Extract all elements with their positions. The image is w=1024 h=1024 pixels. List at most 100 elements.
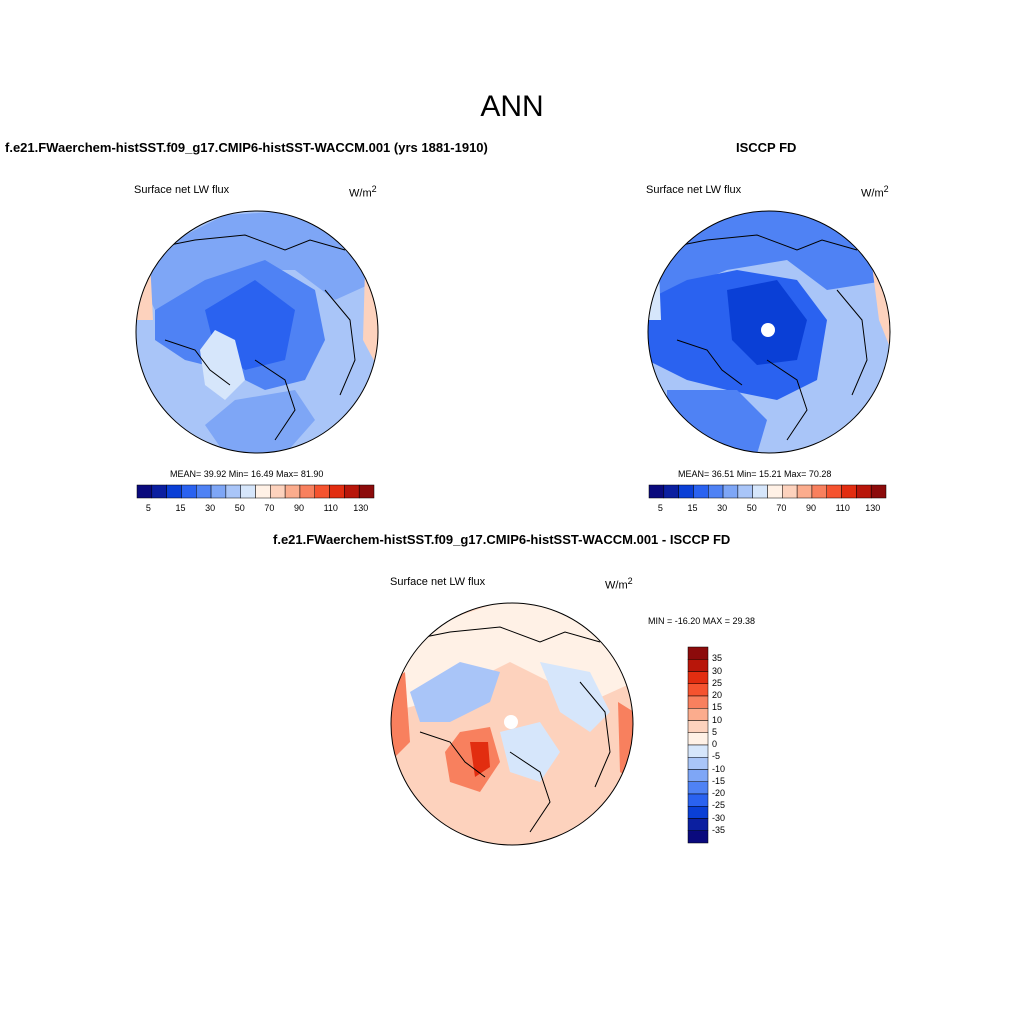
- colorbar-swatch: [687, 769, 709, 782]
- colorbar-tick-label: 15: [687, 503, 698, 513]
- coastline: [656, 234, 868, 441]
- colorbar-swatch: [225, 484, 241, 499]
- diff-colorbar: [687, 646, 709, 844]
- map-region-europe: [205, 390, 315, 453]
- colorbar-swatch: [240, 484, 256, 499]
- map-region-blue: [136, 211, 378, 310]
- colorbar-tick-label: 90: [293, 503, 304, 513]
- colorbar-tick-label: 20: [712, 690, 723, 700]
- colorbar-swatch: [299, 484, 315, 499]
- colorbar-swatch: [687, 793, 709, 807]
- obs-stats: MEAN= 36.51 Min= 15.21 Max= 70.28: [678, 469, 832, 479]
- map-border: [390, 602, 634, 846]
- colorbar-swatch: [166, 484, 182, 499]
- main-title: ANN: [480, 90, 544, 123]
- colorbar-tick-label: -30: [712, 812, 726, 823]
- colorbar-tick-label: 30: [205, 503, 216, 513]
- colorbar-swatch: [344, 484, 360, 499]
- colorbar-swatch: [722, 484, 739, 499]
- obs-panel-title: ISCCP FD: [736, 140, 797, 155]
- colorbar-swatch: [796, 484, 813, 499]
- colorbar-swatch: [329, 484, 345, 499]
- obs-polar-map: [647, 210, 891, 454]
- colorbar-swatch: [687, 744, 709, 758]
- map-region-slight-negative-2: [500, 722, 560, 782]
- colorbar-swatch: [870, 484, 887, 499]
- colorbar-tick-label: 35: [712, 653, 723, 664]
- colorbar-swatch: [687, 671, 709, 684]
- model-variable-label: Surface net LW flux: [134, 184, 230, 196]
- model-colorbar: [136, 484, 375, 499]
- colorbar-swatch: [151, 484, 167, 499]
- colorbar-swatch: [687, 806, 709, 819]
- map-border: [647, 210, 891, 454]
- diff-variable-label: Surface net LW flux: [390, 576, 486, 588]
- model-panel-title: f.e21.FWaerchem-histSST.f09_g17.CMIP6-hi…: [5, 140, 488, 155]
- colorbar-tick-label: 50: [234, 503, 245, 513]
- colorbar-tick-label: -25: [712, 800, 726, 811]
- colorbar-tick-label: 10: [712, 714, 723, 725]
- obs-units-label: W/m2: [861, 184, 889, 200]
- colorbar-tick-label: 130: [865, 503, 881, 513]
- colorbar-swatch: [284, 484, 301, 499]
- coastline: [144, 234, 356, 441]
- colorbar-swatch: [687, 732, 709, 746]
- colorbar-swatch: [210, 484, 227, 499]
- colorbar-swatch: [687, 683, 709, 697]
- colorbar-tick-label: 15: [712, 702, 723, 713]
- colorbar-swatch: [678, 484, 694, 499]
- colorbar-swatch: [136, 484, 153, 499]
- colorbar-tick-label: 50: [746, 503, 757, 513]
- obs-variable-label: Surface net LW flux: [646, 184, 742, 196]
- colorbar-tick-label: 130: [353, 503, 369, 513]
- diff-colorbar-labels: 35 30 25 20 15 10 5 0 -5 -10 -15 -20 -25 -30 -35: [712, 647, 752, 843]
- coastline: [399, 626, 611, 833]
- colorbar-tick-label: 5: [145, 503, 151, 513]
- colorbar-tick-label: 110: [835, 503, 850, 513]
- colorbar-swatch: [693, 484, 709, 499]
- colorbar-swatch: [196, 484, 212, 499]
- colorbar-tick-label: 70: [264, 503, 275, 513]
- colorbar-swatch: [737, 484, 753, 499]
- colorbar-tick-label: 25: [712, 677, 723, 688]
- map-region-darkest-blue: [727, 280, 807, 365]
- colorbar-swatch: [841, 484, 857, 499]
- diff-units-label: W/m2: [605, 576, 633, 592]
- colorbar-swatch: [687, 818, 709, 831]
- colorbar-tick-label: 110: [323, 503, 338, 513]
- model-polar-map: [135, 210, 379, 454]
- colorbar-swatch: [181, 484, 197, 499]
- colorbar-swatch: [687, 708, 709, 721]
- colorbar-swatch: [826, 484, 842, 499]
- map-region-slight-negative: [540, 662, 610, 732]
- colorbar-swatch: [663, 484, 679, 499]
- colorbar-tick-label: -5: [712, 751, 721, 762]
- colorbar-tick-label: 30: [717, 503, 728, 513]
- model-units-label: W/m2: [349, 184, 377, 200]
- colorbar-swatch: [687, 830, 709, 844]
- polar-missing-data-hole: [504, 715, 518, 729]
- colorbar-swatch: [687, 646, 709, 660]
- model-colorbar-labels: 5 15 30 50 70 90 110 130: [137, 503, 374, 515]
- colorbar-swatch: [782, 484, 798, 499]
- obs-colorbar: [648, 484, 887, 499]
- colorbar-swatch: [687, 659, 709, 672]
- colorbar-tick-label: 5: [712, 726, 718, 737]
- colorbar-swatch: [856, 484, 872, 499]
- colorbar-tick-label: 90: [805, 503, 816, 513]
- map-region-negative: [410, 662, 500, 722]
- polar-missing-data-hole: [761, 323, 775, 337]
- colorbar-tick-label: 70: [776, 503, 787, 513]
- diff-polar-map: [390, 602, 634, 846]
- colorbar-tick-label: 5: [657, 503, 663, 513]
- diff-panel-title: f.e21.FWaerchem-histSST.f09_g17.CMIP6-hi…: [273, 532, 731, 547]
- colorbar-swatch: [687, 781, 709, 795]
- colorbar-tick-label: -35: [712, 824, 726, 835]
- map-region-greenland-hot: [470, 742, 490, 777]
- colorbar-swatch: [314, 484, 330, 499]
- map-border: [135, 210, 379, 454]
- colorbar-swatch: [358, 484, 375, 499]
- colorbar-tick-label: 0: [712, 739, 718, 749]
- colorbar-swatch: [270, 484, 286, 499]
- diff-stats: MIN = -16.20 MAX = 29.38: [648, 616, 756, 626]
